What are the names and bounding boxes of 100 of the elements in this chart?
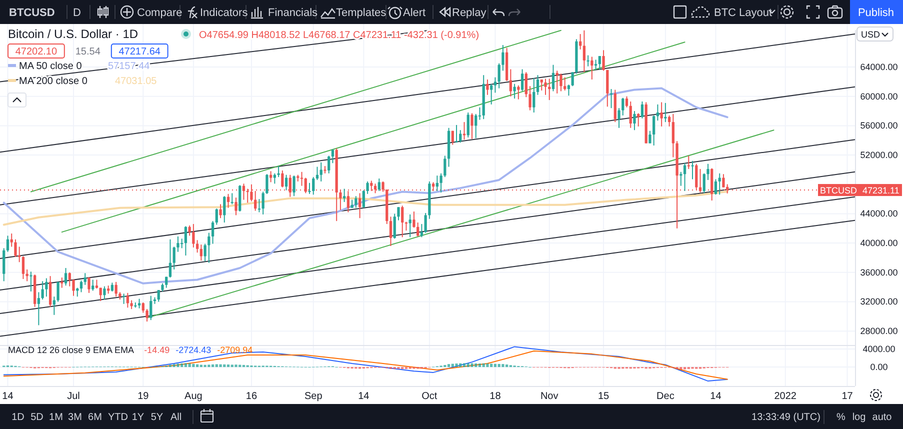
candlestick <box>509 68 512 97</box>
ref-line-label: BTCUSD 47231.11 <box>820 186 900 196</box>
candlestick <box>362 190 365 208</box>
candlestick <box>660 102 663 127</box>
candlestick <box>292 175 296 197</box>
annotation: 15.54 <box>75 46 101 58</box>
text: Indicators <box>200 7 248 19</box>
candlestick <box>230 192 234 205</box>
candlestick <box>540 79 543 92</box>
y-tick-label: 56000.00 <box>860 120 898 131</box>
candlestick <box>640 101 644 119</box>
candlestick <box>316 166 319 180</box>
x-tick-label: 14 <box>358 391 370 402</box>
candlestick <box>683 162 686 192</box>
candlestick <box>498 62 500 89</box>
text: Templates <box>336 7 387 19</box>
candlestick <box>668 114 671 127</box>
candlestick <box>517 84 520 100</box>
candlestick <box>637 112 640 127</box>
candlestick <box>92 279 94 292</box>
candlestick <box>536 74 540 96</box>
candlestick <box>312 176 315 196</box>
candlestick <box>328 155 330 174</box>
candlestick <box>6 235 10 252</box>
x-tick-label: Oct <box>422 391 438 402</box>
candlestick <box>532 78 536 114</box>
candlestick <box>45 278 48 298</box>
candlestick <box>219 204 222 219</box>
candlestick <box>622 97 624 116</box>
candlestick <box>320 162 322 182</box>
candlestick <box>513 83 516 100</box>
candlestick <box>408 214 412 238</box>
candlestick <box>564 76 566 92</box>
candlestick <box>215 208 218 226</box>
line-series <box>2 190 728 226</box>
candlestick <box>664 102 667 123</box>
candlestick <box>474 113 478 139</box>
candlestick <box>64 267 68 286</box>
x-tick-label: 19 <box>138 391 150 402</box>
y-tick-label: 64000.00 <box>860 62 898 72</box>
candlestick <box>223 196 226 224</box>
x-tick-label: 17 <box>842 391 854 402</box>
x-tick-label: 14 <box>710 391 722 402</box>
candlestick <box>354 196 358 208</box>
x-tick-label: 16 <box>246 391 258 402</box>
candlestick <box>687 155 690 170</box>
candlestick <box>444 155 446 178</box>
candlestick <box>126 292 129 308</box>
candlestick <box>412 211 416 228</box>
candlestick <box>176 236 180 252</box>
candlestick <box>416 222 420 237</box>
chart-title: MACD 12 26 close 9 EMA EMA <box>8 345 134 355</box>
candlestick <box>544 78 547 96</box>
candlestick <box>520 68 524 92</box>
candlestick <box>590 56 594 80</box>
candlestick <box>680 171 682 186</box>
candlestick <box>625 96 628 108</box>
candlestick <box>718 172 721 196</box>
text: 1M <box>49 412 63 423</box>
y-tick-label: 60000.00 <box>860 91 898 102</box>
candlestick <box>358 192 362 219</box>
candlestick <box>691 160 694 180</box>
annotation: 47217.64 <box>118 46 161 58</box>
candlestick <box>486 79 489 96</box>
candlestick <box>618 108 620 128</box>
x-tick-label: 18 <box>490 391 502 402</box>
candlestick <box>331 148 334 164</box>
annotation: -14.49 <box>144 345 170 355</box>
annotation: 47202.10 <box>15 46 58 58</box>
candlestick <box>560 73 562 92</box>
candlestick <box>242 183 246 200</box>
text: log <box>852 412 866 423</box>
candlestick <box>56 281 60 302</box>
annotation: -2709.94 <box>217 345 253 355</box>
candlestick <box>266 174 268 194</box>
text: Compare <box>137 7 182 19</box>
candlestick <box>114 281 118 298</box>
candlestick <box>656 104 660 122</box>
text: 1Y <box>132 412 144 423</box>
candlestick <box>84 272 86 286</box>
x-tick-label: 2022 <box>774 391 797 402</box>
candlestick <box>308 182 311 194</box>
candlestick <box>552 64 555 92</box>
candlestick <box>567 84 570 96</box>
candlestick <box>234 197 238 216</box>
candlestick <box>103 286 106 300</box>
candlestick <box>698 168 702 193</box>
candlestick <box>494 76 497 94</box>
candlestick <box>714 178 718 196</box>
candlestick <box>401 205 404 238</box>
text: All <box>170 412 182 423</box>
candlestick <box>172 246 176 270</box>
candlestick <box>459 130 462 144</box>
candlestick <box>528 86 532 111</box>
text: 6M <box>88 412 102 423</box>
y-tick-label: 28000.00 <box>860 326 898 336</box>
candlestick <box>648 130 652 144</box>
candlestick <box>610 88 613 109</box>
candlestick <box>602 50 605 72</box>
text: 13:33:49 (UTC) <box>752 412 820 423</box>
